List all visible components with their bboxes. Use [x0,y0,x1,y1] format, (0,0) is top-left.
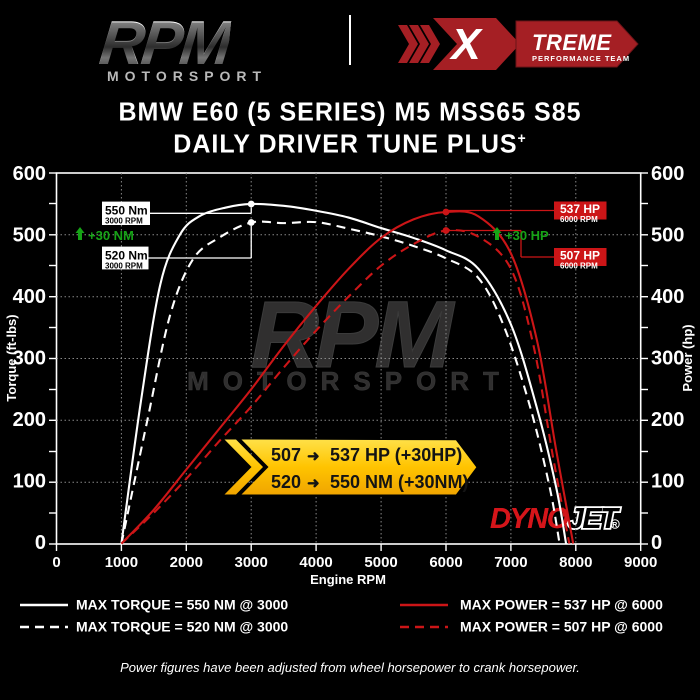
svg-text:2000: 2000 [170,554,203,571]
svg-text:500: 500 [651,225,684,247]
svg-text:200: 200 [13,409,46,431]
svg-text:0: 0 [651,532,662,554]
svg-text:100: 100 [651,471,684,493]
svg-text:➜: ➜ [307,448,320,465]
svg-text:600: 600 [13,163,46,185]
svg-text:537 HP (+30HP): 537 HP (+30HP) [330,445,462,465]
svg-text:4000: 4000 [299,554,332,571]
svg-text:100: 100 [13,471,46,493]
svg-text:3000 RPM: 3000 RPM [105,217,143,226]
svg-text:Engine RPM: Engine RPM [310,572,386,587]
svg-text:550 Nm: 550 Nm [105,204,148,218]
svg-text:6000: 6000 [429,554,462,571]
svg-text:400: 400 [651,286,684,308]
svg-text:500: 500 [13,225,46,247]
svg-text:300: 300 [651,348,684,370]
svg-text:600: 600 [651,163,684,185]
svg-text:0: 0 [35,532,46,554]
svg-text:3000: 3000 [235,554,268,571]
svg-text:➜: ➜ [307,475,320,492]
svg-text:200: 200 [651,409,684,431]
svg-text:7000: 7000 [494,554,527,571]
svg-text:400: 400 [13,286,46,308]
svg-text:520 Nm: 520 Nm [105,249,148,263]
svg-text:+30 HP: +30 HP [505,228,549,243]
svg-text:1000: 1000 [105,554,138,571]
svg-text:8000: 8000 [559,554,592,571]
svg-text:6000 RPM: 6000 RPM [560,215,598,224]
svg-text:537 HP: 537 HP [560,202,600,216]
svg-text:+30 NM: +30 NM [88,228,134,243]
svg-text:550 NM (+30NM): 550 NM (+30NM) [330,472,469,492]
svg-text:5000: 5000 [364,554,397,571]
svg-text:507 HP: 507 HP [560,249,600,263]
svg-text:507: 507 [271,445,301,465]
svg-text:0: 0 [52,554,60,571]
svg-text:9000: 9000 [624,554,657,571]
svg-text:300: 300 [13,348,46,370]
svg-text:3000 RPM: 3000 RPM [105,262,143,271]
svg-text:6000 RPM: 6000 RPM [560,262,598,271]
svg-text:520: 520 [271,472,301,492]
